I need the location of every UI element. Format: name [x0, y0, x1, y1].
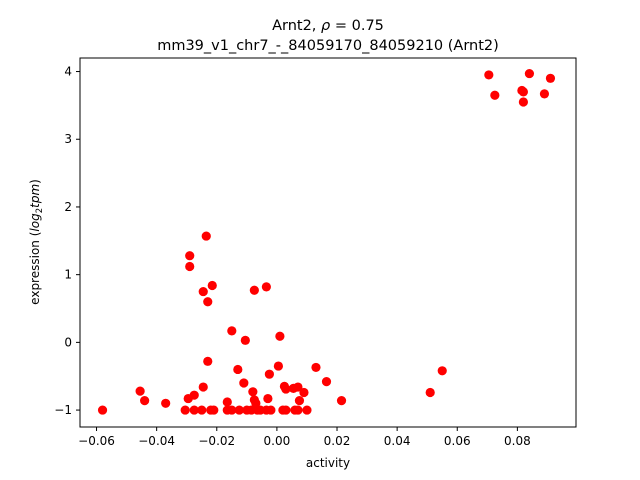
y-tick-label: −1 — [54, 403, 72, 417]
data-point — [425, 387, 435, 398]
data-point — [189, 405, 199, 415]
data-point — [281, 384, 291, 394]
y-tick-label: 1 — [64, 268, 72, 282]
data-point — [490, 90, 500, 100]
data-point — [539, 89, 550, 99]
data-point — [234, 405, 244, 415]
data-point — [248, 387, 258, 397]
plot-frame — [79, 57, 577, 428]
plot-area: −0.06 −0.04 −0.02 0.00 0.02 0.04 0.06 0.08 −1 0 1 2… — [54, 57, 577, 448]
x-tick-label: −0.04 — [138, 434, 175, 448]
data-point — [336, 395, 347, 406]
x-tick-label: −0.06 — [78, 434, 115, 448]
data-point — [294, 395, 305, 406]
x-tick-label: −0.02 — [198, 434, 235, 448]
data-point — [275, 331, 285, 341]
data-point — [321, 377, 332, 387]
data-point — [207, 280, 217, 291]
data-point — [437, 366, 447, 376]
data-point — [261, 282, 271, 292]
data-point — [518, 97, 528, 107]
data-point — [299, 387, 309, 398]
data-point — [484, 70, 494, 80]
data-point — [281, 405, 291, 415]
y-tick-label: 2 — [64, 200, 72, 214]
data-point — [135, 386, 145, 396]
data-point — [185, 261, 195, 272]
data-point — [264, 369, 274, 379]
data-point — [197, 405, 207, 415]
x-tick-label: 0.06 — [444, 434, 471, 448]
x-tick-label: 0.00 — [264, 434, 291, 448]
data-point — [209, 405, 219, 415]
y-tick-label: 4 — [64, 65, 72, 79]
data-point — [201, 231, 211, 241]
y-tick-label: 0 — [64, 335, 72, 349]
data-point — [140, 395, 150, 406]
data-point — [545, 73, 556, 83]
data-point — [180, 405, 190, 415]
data-point — [239, 378, 249, 388]
data-point — [227, 405, 237, 415]
data-point — [266, 405, 276, 415]
data-point — [203, 356, 213, 366]
data-point — [524, 68, 535, 79]
data-point — [273, 361, 283, 371]
x-axis-label: activity — [306, 456, 350, 470]
data-point — [227, 326, 237, 336]
x-tick-label: 0.04 — [384, 434, 411, 448]
data-point — [161, 398, 171, 408]
data-point — [302, 405, 312, 415]
data-point — [518, 87, 528, 97]
data-point — [233, 364, 243, 375]
data-point — [189, 390, 199, 400]
data-point — [97, 405, 108, 415]
data-point — [240, 335, 250, 345]
data-point — [311, 362, 321, 373]
data-point — [263, 393, 273, 404]
y-tick-label: 3 — [64, 132, 72, 146]
chart-title: Arnt2, ρ = 0.75 — [272, 18, 384, 34]
x-tick-label: 0.08 — [504, 434, 531, 448]
data-point — [198, 286, 208, 297]
data-point — [222, 397, 232, 407]
data-point — [293, 382, 303, 392]
y-axis-label: expression (log2tpm) — [28, 179, 45, 305]
data-point — [249, 285, 259, 295]
data-point — [203, 297, 213, 307]
data-point — [293, 405, 303, 415]
data-point — [198, 382, 208, 392]
x-tick-label: 0.02 — [324, 434, 351, 448]
data-point — [185, 251, 195, 261]
chart-subtitle: mm39_v1_chr7_-_84059170_84059210 (Arnt2) — [157, 38, 499, 54]
